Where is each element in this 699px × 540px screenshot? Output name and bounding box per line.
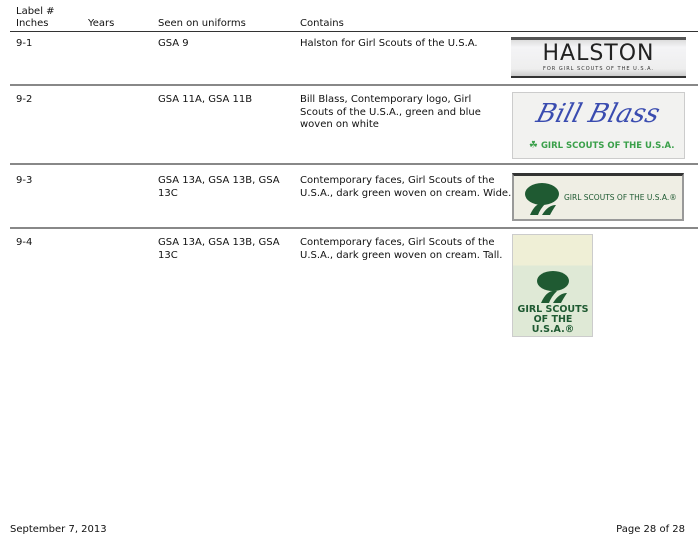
header-seen: Seen on uniforms xyxy=(158,18,246,29)
row-contains: Contemporary faces, Girl Scouts of the U… xyxy=(300,237,503,261)
trefoil-icon: ☘ xyxy=(529,140,538,151)
image-text: Bill Blass xyxy=(532,99,663,129)
image-text-group: GIRL SCOUTS OF THE U.S.A.® xyxy=(517,305,589,335)
header-inches: Inches xyxy=(16,18,49,29)
row-seen: GSA 13A, GSA 13B, GSA 13C xyxy=(158,175,280,199)
wide-gsusa-label-image: GIRL SCOUTS OF THE U.S.A.® xyxy=(512,173,684,221)
header-label: Label # xyxy=(16,6,55,17)
row-contains: Contemporary faces, Girl Scouts of the U… xyxy=(300,175,512,199)
image-text: GIRL SCOUTS xyxy=(517,304,589,315)
trefoil-faces-icon xyxy=(537,271,569,303)
trefoil-faces-icon xyxy=(525,183,559,215)
image-text: FOR GIRL SCOUTS OF THE U.S.A. xyxy=(542,66,655,72)
row-label: 9-2 xyxy=(16,94,33,105)
header-contains: Contains xyxy=(300,18,344,29)
bill-blass-label-image: Bill Blass ☘ GIRL SCOUTS OF THE U.S.A. xyxy=(512,92,685,159)
image-text-group: ☘ GIRL SCOUTS OF THE U.S.A. xyxy=(529,140,674,151)
row-divider xyxy=(10,227,698,229)
footer-date: September 7, 2013 xyxy=(10,524,107,535)
header-rule xyxy=(10,31,698,32)
row-seen: GSA 11A, GSA 11B xyxy=(158,94,253,105)
image-text: OF THE U.S.A.® xyxy=(531,314,575,335)
row-label: 9-4 xyxy=(16,237,33,248)
header-label-inches: Label # Inches xyxy=(16,6,55,30)
image-text: GIRL SCOUTS OF THE U.S.A.® xyxy=(564,193,677,202)
row-seen: GSA 13A, GSA 13B, GSA 13C xyxy=(158,237,280,261)
row-seen: GSA 9 xyxy=(158,38,189,49)
row-label: 9-1 xyxy=(16,38,33,49)
halston-label-image: HALSTON FOR GIRL SCOUTS OF THE U.S.A. xyxy=(511,37,686,78)
image-text: GIRL SCOUTS OF THE U.S.A. xyxy=(540,141,675,151)
row-label: 9-3 xyxy=(16,175,33,186)
row-contains: Bill Blass, Contemporary logo, Girl Scou… xyxy=(300,94,481,130)
image-text: HALSTON xyxy=(542,41,655,66)
row-contains: Halston for Girl Scouts of the U.S.A. xyxy=(300,38,478,49)
tall-gsusa-label-image: GIRL SCOUTS OF THE U.S.A.® xyxy=(512,234,593,337)
row-divider xyxy=(10,163,698,165)
header-years: Years xyxy=(88,18,115,29)
row-divider xyxy=(10,84,698,86)
footer-page-number: Page 28 of 28 xyxy=(616,524,685,535)
